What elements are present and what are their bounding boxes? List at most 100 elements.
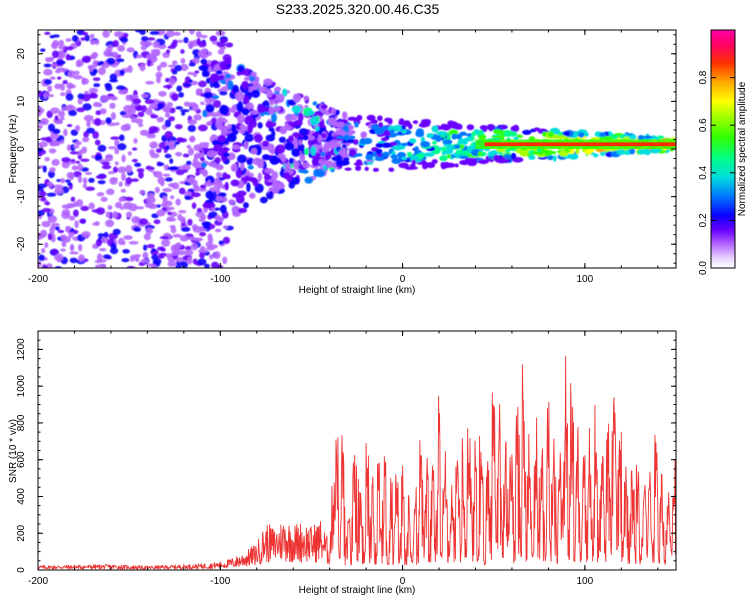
spectrogram-cell xyxy=(331,156,340,162)
spectrogram-cell xyxy=(82,31,89,36)
spectrogram-cell xyxy=(141,36,149,42)
spectrogram-cell xyxy=(291,121,297,127)
spectrogram-cell xyxy=(72,201,79,208)
spectrogram-cell xyxy=(195,30,202,38)
spectrogram-cell xyxy=(106,57,116,65)
spectrogram-cell xyxy=(239,123,245,131)
spectrogram-cell xyxy=(47,170,55,179)
spectrogram-cell xyxy=(171,93,179,102)
spectrogram-cell xyxy=(83,114,94,122)
spectrogram-cell xyxy=(216,41,226,48)
spectrogram-cell xyxy=(297,143,305,151)
spectrogram-cell xyxy=(50,107,60,114)
spectrogram-cell xyxy=(134,162,142,167)
spectrogram-cell xyxy=(148,126,159,134)
bottom-x-tick-label: 100 xyxy=(577,576,594,587)
spectrogram-cell xyxy=(426,133,435,137)
spectrogram-cell xyxy=(249,110,260,115)
spectrogram-cell xyxy=(299,153,306,163)
spectrogram-cell xyxy=(43,92,48,99)
spectrogram-cell xyxy=(458,143,465,150)
spectrogram-cell xyxy=(381,151,390,158)
spectrogram-cell xyxy=(133,226,140,232)
spectrogram-cell xyxy=(482,127,488,132)
spectrogram-cell xyxy=(225,42,234,48)
spectrogram-cell xyxy=(551,151,557,155)
spectrogram-cell xyxy=(88,87,99,94)
colorbar-tick-label: 0.8 xyxy=(698,70,709,84)
spectrogram-cell xyxy=(207,202,216,208)
bottom-y-tick-label: 1000 xyxy=(16,375,27,398)
spectrogram-cell xyxy=(140,93,149,98)
spectrogram-cell xyxy=(174,64,182,72)
bottom-x-tick-label: -100 xyxy=(210,576,230,587)
spectrogram-cell xyxy=(244,133,254,142)
spectrogram-cell xyxy=(314,126,320,132)
spectrogram-cell xyxy=(389,129,395,136)
spectrogram-cell xyxy=(92,131,99,139)
spectrogram-cell xyxy=(172,233,182,238)
spectrogram-cell xyxy=(167,211,172,216)
bottom-y-tick-label: 1200 xyxy=(16,338,27,361)
spectrogram-cell xyxy=(192,157,199,166)
spectrogram-cell xyxy=(380,137,388,142)
spectrogram-cell xyxy=(320,104,328,110)
spectrogram-cell xyxy=(168,140,176,149)
spectrogram-cell xyxy=(533,127,541,132)
spectrogram-cell xyxy=(159,236,169,240)
spectrogram-cell xyxy=(144,99,155,105)
spectrogram-cell xyxy=(47,181,53,188)
spectrogram-cell xyxy=(171,70,178,75)
spectrogram-cell xyxy=(290,176,300,185)
spectrogram-cell xyxy=(276,183,286,189)
spectrogram-cell xyxy=(138,171,144,179)
spectrogram-cell xyxy=(201,162,207,168)
spectrogram-cell xyxy=(593,153,599,158)
spectrogram-cell xyxy=(40,48,46,53)
spectrogram-cell xyxy=(189,135,196,143)
spectrogram-cell xyxy=(175,264,182,268)
spectrogram-cell xyxy=(59,92,66,96)
spectrogram-cell xyxy=(152,41,160,49)
spectrogram-cell xyxy=(156,204,161,208)
spectrogram-cell xyxy=(95,110,102,116)
spectrogram-cell xyxy=(119,111,127,116)
spectrogram-cell xyxy=(40,118,49,126)
spectrogram-cell xyxy=(320,151,326,157)
spectrogram-cell xyxy=(146,59,152,67)
spectrogram-cell xyxy=(323,142,330,153)
spectrogram-cell xyxy=(101,236,109,244)
spectrogram-cell xyxy=(355,153,363,157)
spectrogram-cell xyxy=(503,153,511,160)
spectrogram-cell xyxy=(202,109,208,118)
spectrogram-cell xyxy=(115,122,120,126)
spectrogram-cell xyxy=(70,196,76,202)
spectrogram-cell xyxy=(365,153,373,161)
spectrogram-cell xyxy=(39,191,47,197)
spectrogram-cell xyxy=(40,229,48,238)
spectrogram-cell xyxy=(118,134,125,142)
spectrogram-cell xyxy=(157,255,165,259)
spectrogram-cell xyxy=(650,148,660,154)
spectrogram-cell xyxy=(110,136,120,140)
spectrogram-cell xyxy=(47,123,56,132)
spectrogram-cell xyxy=(199,184,207,189)
spectrogram-cell xyxy=(86,120,91,128)
spectrogram-cell xyxy=(168,116,175,122)
spectrogram-cell xyxy=(459,131,467,136)
spectrogram-cell xyxy=(80,205,90,212)
spectrogram-cell xyxy=(170,227,177,234)
top-y-tick-label: 20 xyxy=(16,48,27,60)
spectrogram-cell xyxy=(292,132,300,138)
spectrogram-cell xyxy=(44,201,51,206)
spectrogram-cell xyxy=(311,132,320,137)
spectrogram-cell xyxy=(466,136,473,142)
spectrogram-cell xyxy=(100,95,110,103)
bottom-x-tick-label: -200 xyxy=(28,576,48,587)
spectrogram-cell xyxy=(360,131,368,139)
spectrogram-cell xyxy=(61,106,68,111)
spectrogram-cell xyxy=(568,153,579,160)
spectrogram-cell xyxy=(335,109,340,115)
spectrogram-cell xyxy=(500,125,507,129)
spectrogram-cell xyxy=(406,152,413,158)
